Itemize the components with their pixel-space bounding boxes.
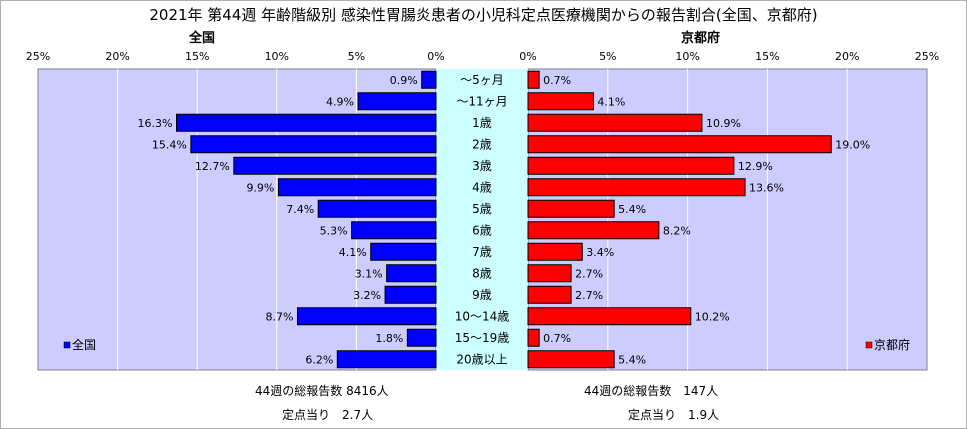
category-label: 1歳 [472,116,492,130]
national-data-label: 9.9% [246,181,274,194]
national-bar [336,350,437,369]
national-tick-label: 5% [348,50,365,63]
national-bar [357,92,437,111]
national-data-label: 4.1% [339,246,367,259]
national-data-label: 4.9% [326,95,354,108]
kyoto-bar [527,156,735,175]
kyoto-legend-swatch [865,341,873,349]
kyoto-panel-title: 京都府 [681,30,720,46]
category-label: 10～14歳 [455,309,510,323]
kyoto-per-sentinel: 定点当り 1.9人 [628,408,720,422]
kyoto-bar [527,264,572,283]
kyoto-data-label: 0.7% [543,332,571,345]
category-label: 9歳 [472,288,492,302]
kyoto-tick-label: 25% [915,50,939,63]
chart-title: 2021年 第44週 年齢階級別 感染性胃腸炎患者の小児科定点医療機関からの報告… [149,6,818,24]
kyoto-legend-label: 京都府 [874,337,910,352]
kyoto-data-label: 12.9% [738,160,773,173]
kyoto-data-label: 13.6% [749,181,784,194]
national-data-label: 3.1% [355,267,383,280]
national-bar [190,135,437,154]
kyoto-bar [527,242,583,261]
national-data-label: 8.7% [266,310,294,323]
category-label: 2歳 [472,137,492,151]
national-bar [384,285,437,304]
kyoto-tick-label: 20% [835,50,859,63]
national-data-label: 15.4% [152,138,187,151]
national-panel-title: 全国 [188,30,215,46]
national-bar [406,328,437,347]
kyoto-tick-label: 10% [675,50,699,63]
national-bar [351,221,437,240]
kyoto-bar [527,285,572,304]
kyoto-total-reports: 44週の総報告数 147人 [584,384,719,398]
kyoto-bar [527,328,540,347]
national-data-label: 16.3% [138,117,173,130]
national-bar [277,178,437,197]
national-tick-label: 0% [427,50,444,63]
category-label: 8歳 [472,266,492,280]
kyoto-tick-label: 15% [755,50,779,63]
kyoto-tick-label: 0% [519,50,536,63]
category-label: ～11ヶ月 [456,94,507,108]
kyoto-bar [527,178,746,197]
kyoto-data-label: 5.4% [618,353,646,366]
kyoto-data-label: 5.4% [618,203,646,216]
category-label: ～5ヶ月 [460,73,504,87]
kyoto-data-label: 2.7% [575,267,603,280]
kyoto-data-label: 3.4% [586,246,614,259]
category-label: 15～19歳 [455,331,510,345]
kyoto-bar [527,221,660,240]
national-per-sentinel: 定点当り 2.7人 [282,408,374,422]
national-data-label: 0.9% [390,74,418,87]
kyoto-bar [527,350,615,369]
kyoto-bar [527,92,594,111]
national-data-label: 5.3% [320,224,348,237]
national-total-reports: 44週の総報告数 8416人 [255,384,389,398]
national-tick-label: 10% [265,50,289,63]
kyoto-data-label: 8.2% [663,224,691,237]
kyoto-bar [527,135,832,154]
category-label-area [436,69,528,370]
national-bar [176,113,437,132]
kyoto-data-label: 2.7% [575,289,603,302]
national-data-label: 7.4% [286,203,314,216]
kyoto-data-label: 10.9% [706,117,741,130]
category-label: 3歳 [472,159,492,173]
kyoto-data-label: 4.1% [597,95,625,108]
category-label: 5歳 [472,202,492,216]
national-bar [317,199,437,218]
kyoto-data-label: 19.0% [835,138,870,151]
kyoto-bar [527,307,692,326]
national-legend-label: 全国 [72,337,96,352]
kyoto-data-label: 0.7% [543,74,571,87]
national-bar [296,307,437,326]
category-label: 6歳 [472,223,492,237]
national-bar [370,242,437,261]
national-data-label: 6.2% [305,353,333,366]
kyoto-bar [527,113,703,132]
national-data-label: 12.7% [195,160,230,173]
kyoto-bar [527,70,540,89]
national-bar [233,156,437,175]
kyoto-data-label: 10.2% [695,310,730,323]
kyoto-tick-label: 5% [599,50,616,63]
national-tick-label: 20% [105,50,129,63]
national-bar [386,264,437,283]
national-data-label: 3.2% [353,289,381,302]
kyoto-bar [527,199,615,218]
national-bar [421,70,437,89]
category-label: 4歳 [472,180,492,194]
category-label: 20歳以上 [456,352,507,366]
national-tick-label: 15% [185,50,209,63]
national-tick-label: 25% [26,50,50,63]
national-legend-swatch [63,341,71,349]
national-data-label: 1.8% [375,332,403,345]
category-label: 7歳 [472,245,492,259]
